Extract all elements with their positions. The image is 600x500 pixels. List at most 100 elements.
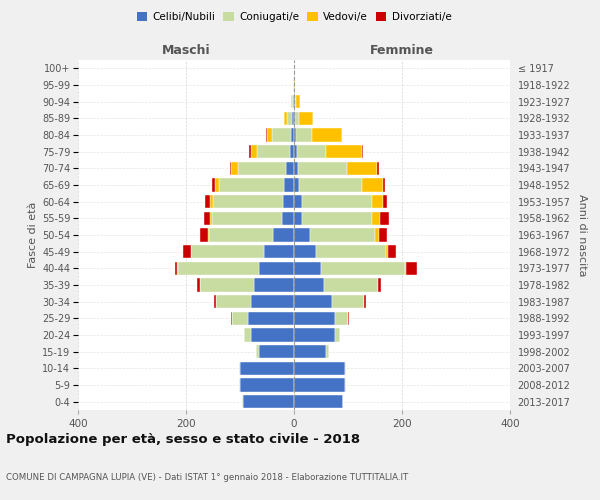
Text: Maschi: Maschi [161, 44, 211, 57]
Bar [404, 262, 406, 275]
Bar [240, 362, 294, 375]
Bar [239, 362, 240, 375]
Bar [283, 195, 294, 208]
Bar [294, 278, 324, 291]
Bar [286, 162, 294, 175]
Bar [294, 195, 302, 208]
Bar [294, 395, 343, 408]
Bar [372, 212, 380, 225]
Bar [292, 128, 294, 141]
Bar [232, 162, 238, 175]
Y-axis label: Fasce di età: Fasce di età [28, 202, 38, 268]
Bar [284, 178, 294, 192]
Bar [290, 145, 294, 158]
Bar [310, 228, 375, 241]
Bar [259, 345, 294, 358]
Bar [238, 162, 286, 175]
Bar [272, 128, 292, 141]
Bar [205, 195, 211, 208]
Bar [267, 128, 272, 141]
Bar [302, 212, 372, 225]
Bar [254, 278, 294, 291]
Bar [294, 328, 335, 342]
Bar [295, 112, 299, 125]
Bar [213, 195, 283, 208]
Bar [294, 245, 316, 258]
Y-axis label: Anni di nascita: Anni di nascita [577, 194, 587, 276]
Bar [294, 295, 332, 308]
Bar [251, 145, 257, 158]
Bar [294, 378, 346, 392]
Bar [232, 312, 248, 325]
Bar [361, 145, 362, 158]
Bar [294, 145, 296, 158]
Bar [406, 262, 416, 275]
Bar [296, 145, 326, 158]
Bar [316, 245, 386, 258]
Bar [215, 178, 220, 192]
Bar [294, 262, 321, 275]
Bar [383, 195, 388, 208]
Bar [199, 228, 208, 241]
Bar [216, 295, 251, 308]
Bar [326, 145, 361, 158]
Bar [259, 262, 294, 275]
Bar [375, 228, 379, 241]
Bar [321, 262, 404, 275]
Bar [284, 112, 287, 125]
Bar [302, 195, 372, 208]
Text: COMUNE DI CAMPAGNA LUPIA (VE) - Dati ISTAT 1° gennaio 2018 - Elaborazione TUTTIT: COMUNE DI CAMPAGNA LUPIA (VE) - Dati IST… [6, 473, 408, 482]
Bar [379, 228, 388, 241]
Bar [294, 362, 346, 375]
Bar [347, 162, 377, 175]
Bar [212, 178, 215, 192]
Bar [326, 345, 329, 358]
Bar [380, 212, 389, 225]
Bar [296, 128, 312, 141]
Bar [220, 178, 284, 192]
Bar [178, 262, 259, 275]
Bar [251, 295, 294, 308]
Bar [296, 95, 300, 108]
Bar [294, 212, 302, 225]
Bar [287, 112, 292, 125]
Bar [191, 245, 265, 258]
Bar [294, 162, 298, 175]
Bar [335, 312, 348, 325]
Bar [183, 245, 191, 258]
Bar [242, 395, 294, 408]
Bar [251, 328, 294, 342]
Bar [298, 162, 347, 175]
Bar [388, 245, 396, 258]
Bar [175, 262, 178, 275]
Text: Femmine: Femmine [370, 44, 434, 57]
Bar [295, 95, 296, 108]
Bar [324, 278, 378, 291]
Bar [378, 278, 381, 291]
Text: Popolazione per età, sesso e stato civile - 2018: Popolazione per età, sesso e stato civil… [6, 432, 360, 446]
Bar [377, 162, 379, 175]
Bar [332, 295, 364, 308]
Bar [294, 128, 296, 141]
Bar [294, 78, 295, 92]
Bar [361, 178, 383, 192]
Bar [240, 378, 294, 392]
Bar [383, 178, 385, 192]
Bar [282, 212, 294, 225]
Bar [312, 128, 341, 141]
Bar [231, 312, 232, 325]
Bar [208, 228, 209, 241]
Bar [197, 278, 199, 291]
Bar [274, 228, 294, 241]
Bar [230, 162, 232, 175]
Bar [294, 312, 335, 325]
Bar [199, 278, 254, 291]
Bar [386, 245, 388, 258]
Bar [299, 178, 361, 192]
Legend: Celibi/Nubili, Coniugati/e, Vedovi/e, Divorziati/e: Celibi/Nubili, Coniugati/e, Vedovi/e, Di… [133, 8, 455, 26]
Bar [294, 228, 310, 241]
Bar [292, 112, 294, 125]
Bar [248, 312, 294, 325]
Bar [335, 328, 340, 342]
Bar [212, 212, 282, 225]
